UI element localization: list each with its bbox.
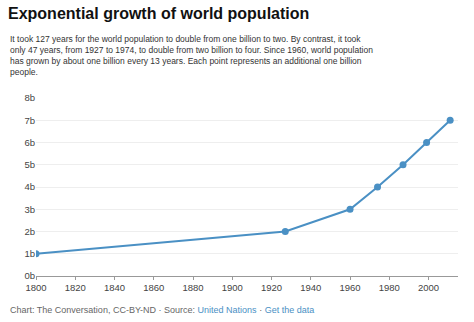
svg-text:8b: 8b	[24, 92, 35, 103]
svg-text:Exponential growth of world po: Exponential growth of world population	[8, 5, 309, 22]
svg-text:1980: 1980	[379, 282, 400, 293]
svg-text:Chart: The Conversation, CC-BY: Chart: The Conversation, CC-BY-ND · Sour…	[10, 305, 314, 315]
svg-text:1840: 1840	[104, 282, 125, 293]
svg-text:1860: 1860	[143, 282, 164, 293]
svg-text:7b: 7b	[24, 115, 35, 126]
svg-text:4b: 4b	[24, 181, 35, 192]
svg-text:1900: 1900	[222, 282, 243, 293]
svg-text:1800: 1800	[25, 282, 46, 293]
svg-text:2000: 2000	[418, 282, 439, 293]
svg-text:6b: 6b	[24, 137, 35, 148]
svg-text:1b: 1b	[24, 248, 35, 259]
svg-text:1920: 1920	[261, 282, 282, 293]
svg-text:It took 127 years for the worl: It took 127 years for the world populati…	[10, 34, 373, 77]
svg-text:3b: 3b	[24, 204, 35, 215]
svg-text:1880: 1880	[182, 282, 203, 293]
svg-text:0b: 0b	[24, 270, 35, 281]
svg-text:1940: 1940	[300, 282, 321, 293]
svg-text:1820: 1820	[65, 282, 86, 293]
svg-text:5b: 5b	[24, 159, 35, 170]
svg-text:2b: 2b	[24, 226, 35, 237]
svg-text:1960: 1960	[339, 282, 360, 293]
